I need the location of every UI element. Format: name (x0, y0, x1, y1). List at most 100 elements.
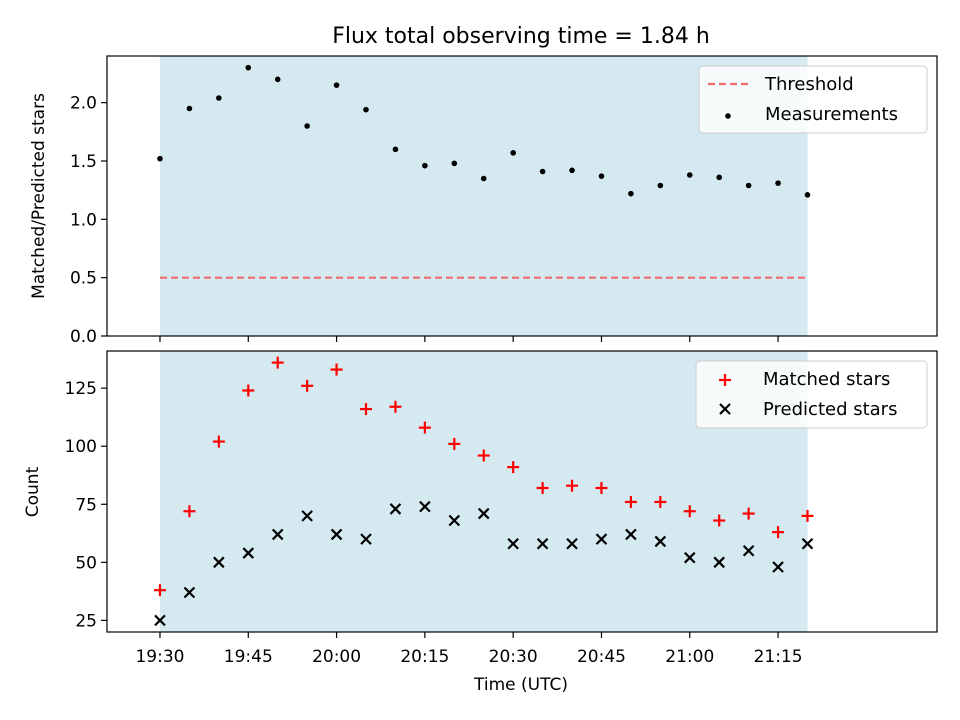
predicted-star-point (330, 528, 343, 541)
predicted-star-point (536, 537, 549, 550)
measurement-point (716, 174, 722, 181)
predicted-star-point (271, 528, 284, 541)
predicted-star-point (154, 614, 166, 627)
matched-star-point (507, 461, 520, 474)
matched-star-point (183, 505, 196, 518)
measurement-point (657, 182, 664, 189)
legend-threshold-label: Threshold (764, 74, 854, 95)
top-legend-box (698, 65, 928, 134)
predicted-star-point (213, 556, 225, 569)
measurement-point (304, 123, 310, 129)
x-tick-label: 20:30 (489, 647, 538, 667)
y-tick-label: 100 (65, 437, 97, 457)
predicted-star-point (507, 537, 519, 550)
matched-star-point (153, 584, 166, 597)
matched-star-point (360, 403, 373, 416)
matched-star-point (654, 495, 667, 508)
predicted-star-point (595, 533, 608, 545)
y-tick-label: 25 (75, 611, 97, 631)
predicted-star-point (360, 533, 372, 545)
matched-star-point (742, 507, 755, 520)
measurement-point (804, 192, 811, 198)
predicted-star-point (742, 544, 755, 557)
bottom-legend-box (695, 360, 928, 429)
bottom-panel: 25 50 75 100 125 19:30 19:45 20:00 20:15 20:30 20… (23, 350, 938, 695)
predicted-star-point (183, 586, 196, 599)
legend-matched-swatch (719, 374, 731, 386)
y-tick-label: 1.0 (70, 210, 97, 230)
top-panel: 0.00.51.01.52.0 Matched/Predicted stars … (29, 55, 938, 347)
predicted-star-point (301, 510, 313, 522)
predicted-star-point (625, 528, 637, 541)
predicted-star-point (683, 551, 696, 564)
measurement-point (745, 182, 752, 189)
matched-star-point (418, 421, 431, 434)
bottom-legend: Matched stars Predicted stars (695, 360, 928, 429)
predicted-star-point (389, 503, 402, 515)
measurement-point (363, 106, 369, 113)
matched-star-point (595, 482, 608, 495)
measurement-point (186, 105, 193, 112)
y-tick-label: 75 (75, 495, 97, 515)
chart-title: Flux total observing time = 1.84 h (332, 24, 710, 49)
top-y-axis-label: Matched/Predicted stars (29, 93, 49, 299)
predicted-star-point (713, 556, 725, 569)
matched-star-point (772, 526, 785, 539)
matched-star-point (536, 482, 549, 495)
bottom-x-axis: 19:30 19:45 20:00 20:15 20:30 20:45 21:00 21:15 (135, 632, 803, 667)
matched-star-point (448, 437, 461, 450)
y-tick-label: 125 (65, 379, 97, 399)
matched-star-point (801, 509, 814, 522)
measurement-point (775, 180, 781, 186)
legend-matched-label: Matched stars (763, 369, 890, 390)
predicted-star-point (477, 507, 490, 520)
predicted-star-point (772, 561, 784, 573)
matched-star-point (301, 379, 314, 392)
x-tick-label: 21:00 (665, 647, 714, 667)
x-tick-label: 20:45 (577, 647, 626, 667)
x-tick-label: 21:15 (754, 647, 803, 667)
legend-measurements-swatch (725, 113, 731, 119)
predicted-star-point (242, 547, 255, 559)
matched-star-point (477, 449, 490, 462)
matched-star-point (683, 505, 696, 518)
y-tick-label: 2.0 (70, 94, 97, 114)
measurement-point (333, 82, 340, 88)
measurement-point (510, 150, 516, 156)
x-tick-label: 19:45 (224, 647, 273, 667)
bottom-y-axis: 25 50 75 100 125 (65, 379, 107, 631)
x-tick-label: 20:15 (400, 647, 449, 667)
matched-star-point (566, 479, 579, 492)
measurement-point (245, 64, 252, 71)
y-tick-label: 0.5 (70, 269, 97, 289)
matched-star-point (242, 384, 255, 397)
x-tick-label: 20:00 (312, 647, 361, 667)
measurement-point (539, 168, 546, 175)
matched-star-point (713, 514, 726, 527)
matched-star-point (330, 363, 343, 376)
bottom-panel-frame (106, 350, 938, 633)
measurement-point (157, 155, 163, 162)
measurement-point (598, 173, 605, 179)
measurement-point (569, 167, 575, 174)
measurement-point (216, 95, 222, 101)
y-tick-label: 0.0 (70, 327, 97, 347)
matched-star-point (389, 400, 402, 413)
top-x-axis (159, 336, 779, 342)
legend-measurements-label: Measurements (765, 104, 898, 125)
top-panel-frame (106, 55, 938, 337)
x-axis-label: Time (UTC) (473, 675, 568, 695)
predicted-star-point (801, 537, 814, 550)
legend-predicted-label: Predicted stars (763, 399, 897, 420)
predicted-star-point (448, 514, 461, 527)
matched-star-point (212, 435, 225, 448)
matched-star-point (624, 495, 637, 508)
measurement-point (422, 162, 428, 169)
predicted-star-point (419, 500, 431, 513)
matched-star-point (271, 356, 284, 369)
measurement-point (480, 175, 487, 182)
legend-predicted-swatch (719, 403, 731, 415)
top-panel-marks (157, 64, 811, 279)
measurement-point (628, 190, 634, 197)
